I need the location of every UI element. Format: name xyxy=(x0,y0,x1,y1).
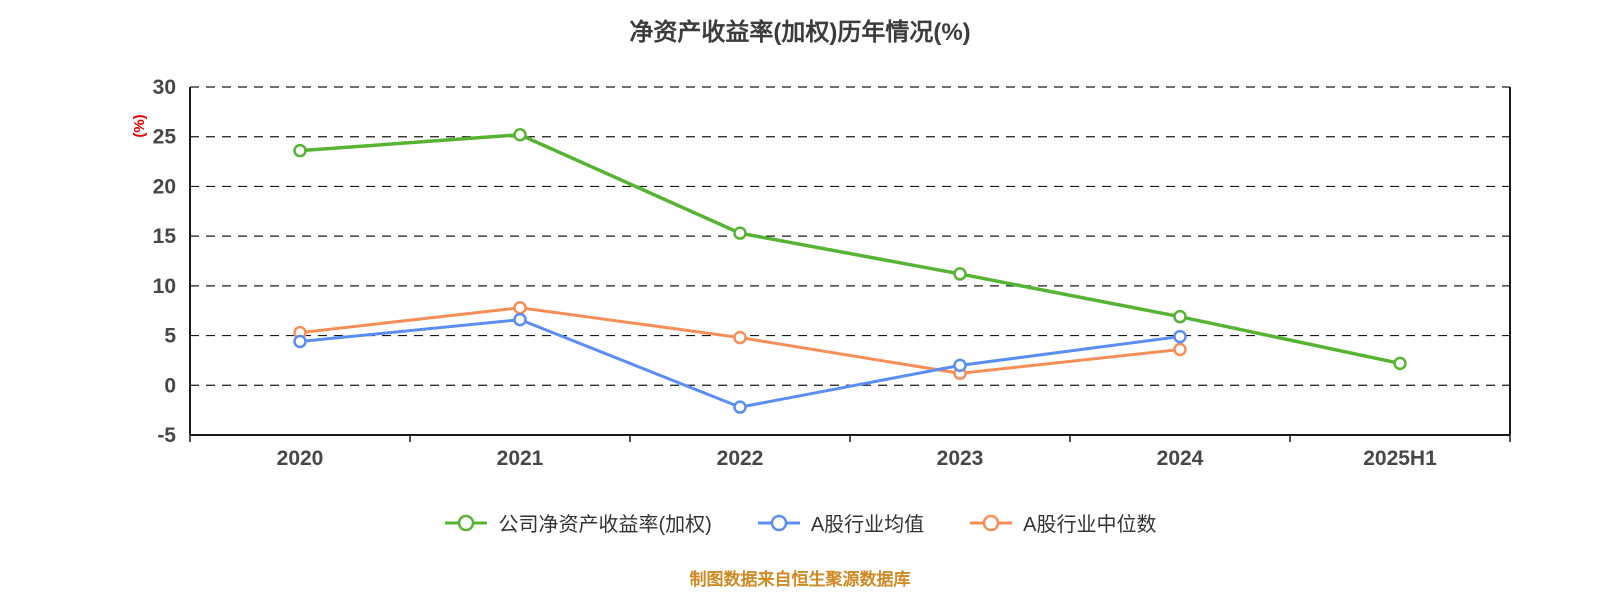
data-point-A股行业均值 xyxy=(513,312,527,327)
y-tick-label-0: 0 xyxy=(164,374,176,397)
x-tick-label-2021: 2021 xyxy=(497,447,544,470)
data-point-公司净资产收益率(加权) xyxy=(1393,356,1407,371)
y-tick-label-5: 5 xyxy=(164,325,176,348)
data-point-公司净资产收益率(加权) xyxy=(953,267,967,281)
legend-line-marker-icon xyxy=(970,514,1013,531)
y-tick-label-10: 10 xyxy=(153,275,176,298)
data-point-公司净资产收益率(加权) xyxy=(513,127,527,142)
legend-label: A股行业均值 xyxy=(810,514,925,536)
series-line-公司净资产收益率(加权) xyxy=(298,132,1402,366)
x-tick-label-2020: 2020 xyxy=(277,447,324,470)
x-tick-label-2024: 2024 xyxy=(1157,447,1204,470)
legend-line-marker-icon xyxy=(445,514,488,531)
y-tick-label-15: 15 xyxy=(153,225,177,248)
data-source-note: 制图数据来自恒生聚源数据库 xyxy=(689,570,911,589)
data-point-A股行业中位数 xyxy=(513,300,527,315)
data-point-A股行业均值 xyxy=(1173,329,1187,344)
data-point-A股行业中位数 xyxy=(733,330,747,345)
legend-item-2: A股行业均值 xyxy=(756,508,924,537)
data-point-公司净资产收益率(加权) xyxy=(1173,309,1187,324)
chart-title: 净资产收益率(加权)历年情况(%) xyxy=(629,19,971,46)
x-tick-label-2023: 2023 xyxy=(937,447,984,470)
y-tick-label-20: 20 xyxy=(153,175,176,198)
legend-label: 公司净资产收益率(加权) xyxy=(498,514,712,536)
x-tick-label-2025H1: 2025H1 xyxy=(1363,447,1437,470)
data-point-A股行业均值 xyxy=(293,334,307,349)
data-point-A股行业均值 xyxy=(733,400,747,414)
data-point-A股行业中位数 xyxy=(1173,342,1187,357)
x-tick-label-2022: 2022 xyxy=(717,447,764,470)
data-point-公司净资产收益率(加权) xyxy=(293,143,307,158)
y-tick-label-30: 30 xyxy=(153,76,176,99)
y-tick-label-25: 25 xyxy=(153,126,177,149)
legend-line-marker-icon xyxy=(757,514,800,531)
data-point-A股行业均值 xyxy=(953,358,967,373)
data-point-公司净资产收益率(加权) xyxy=(733,226,747,240)
legend-label: A股行业中位数 xyxy=(1023,514,1157,536)
legend-item-1: 公司净资产收益率(加权) xyxy=(443,508,712,537)
y-tick-label--5: -5 xyxy=(157,424,176,447)
chart-legend: 公司净资产收益率(加权) A股行业均值 A股行业中位数 xyxy=(0,508,1600,537)
legend-item-3: A股行业中位数 xyxy=(968,508,1157,537)
